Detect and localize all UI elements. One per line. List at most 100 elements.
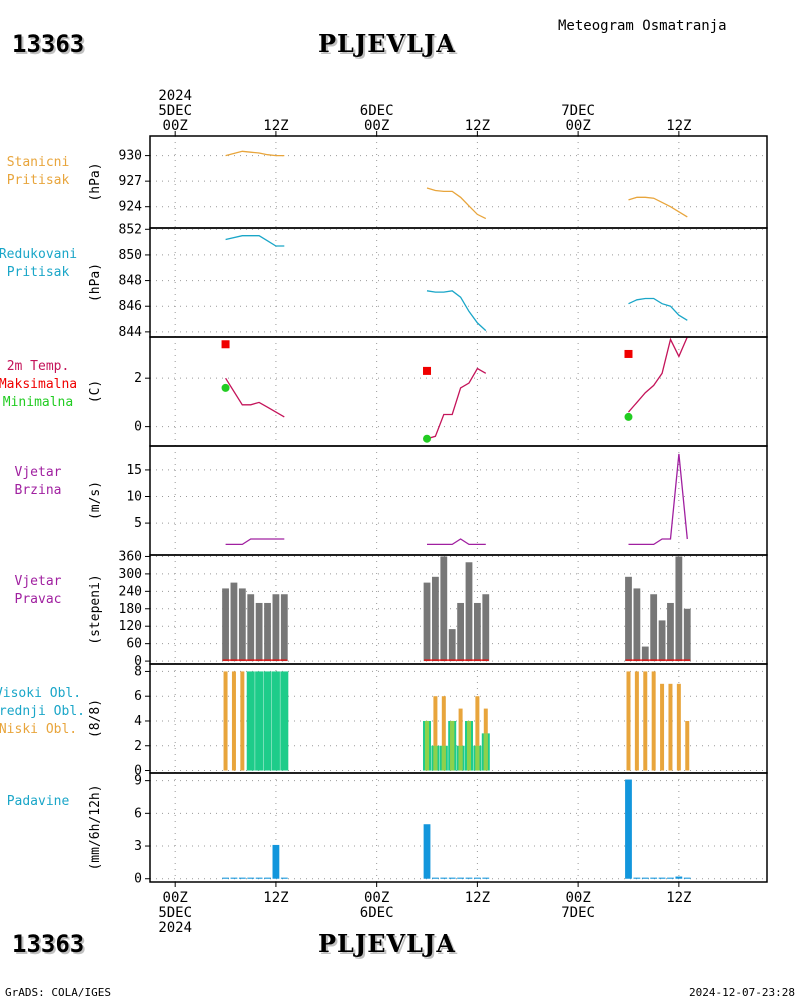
cloud-bar: [280, 671, 289, 771]
cloud_cover-panel: 0 2 4 6 8 (8/8) Visoki Obl. Srednji Obl. Niski O…: [0, 663, 768, 779]
y-tick-label: 10: [126, 490, 142, 505]
time-label-bottom: 2024: [158, 920, 192, 936]
y-tick-label: 300: [119, 567, 142, 582]
station_pressure-line: [426, 187, 487, 220]
cloud-bar: [246, 671, 255, 771]
wind_direction-bar: [448, 629, 456, 662]
time-label-top: 6DEC: [360, 103, 394, 119]
time-label-bottom: 7DEC: [561, 905, 595, 921]
wind_speed-line: [225, 538, 285, 546]
cloud-bar: [223, 671, 228, 771]
wind_speed-panel: 5 10 15 (m/s) Vjetar Brzina: [15, 445, 768, 556]
reduced_pressure-line: [426, 290, 487, 332]
min-temp-marker: [423, 434, 432, 443]
wind_direction-bar: [238, 588, 246, 662]
precipitation-bar: [658, 877, 666, 879]
time-label-bottom: 6DEC: [360, 905, 394, 921]
reduced_pressure-panel: 844 846 848 850 852 (hPa) Redukovani Pritisak: [0, 222, 768, 340]
wind_direction-bar: [222, 588, 229, 662]
panel-frame: [149, 772, 768, 883]
cloud-bar: [240, 671, 245, 771]
station-id: 13363: [12, 30, 84, 58]
y-tick-label: 180: [119, 602, 142, 617]
precipitation-bar: [482, 877, 490, 879]
cloud-bar: [263, 671, 272, 771]
wind_direction-bar: [423, 582, 431, 662]
precipitation-bar: [264, 877, 271, 879]
max-temp-marker: [624, 349, 633, 358]
wind_direction-bar: [633, 588, 641, 662]
wind_direction-bar: [264, 602, 271, 662]
y-tick-label: 5: [134, 516, 142, 531]
cloud-overlap-bar: [475, 745, 480, 771]
precipitation-bar: [465, 877, 473, 879]
panel-label: Redukovani: [0, 247, 77, 262]
y-tick-label: 240: [119, 584, 142, 599]
wind_direction-bar: [247, 594, 255, 662]
cloud-bar: [660, 683, 665, 771]
cloud-bar: [651, 671, 656, 771]
wind_direction-bar: [432, 576, 439, 662]
precipitation-bar: [432, 877, 439, 879]
station-id-bottom-shadow: 13363: [14, 932, 86, 960]
wind_direction-bar: [255, 602, 263, 662]
time-label-bottom: 00Z: [364, 890, 389, 906]
wind_direction-bar: [650, 594, 658, 662]
y-tick-label: 930: [119, 149, 142, 164]
station_pressure-line: [628, 196, 688, 218]
wind_direction-bar: [667, 602, 674, 662]
y-tick-label: 4: [134, 714, 142, 729]
wind_direction-panel: 0 60 120 180 240 300 360 (stepeni) Vjetar Pravac: [15, 549, 768, 669]
panel-label: Minimalna: [3, 395, 73, 410]
precipitation-bar: [473, 877, 481, 879]
precipitation-panel: 0 3 6 9 (mm/6h/12h) Padavine: [7, 772, 768, 887]
y-tick-label: 15: [126, 463, 142, 478]
station-id-shadow: 13363: [14, 32, 86, 60]
footer-timestamp: 2024-12-07-23:28: [689, 986, 795, 999]
precipitation-bar: [247, 877, 255, 879]
chart-title: Meteogram Osmatranja: [558, 18, 727, 34]
y-tick-label: 60: [126, 637, 142, 652]
precipitation-bar: [457, 877, 464, 879]
y-tick-label: 927: [119, 174, 142, 189]
cloud-bar: [231, 671, 236, 771]
time-label-top: 12Z: [263, 118, 288, 134]
y-tick-label: 924: [119, 200, 143, 215]
wind_direction-bar: [482, 594, 490, 662]
y-tick-label: 2: [134, 371, 142, 386]
panel-frame: [149, 336, 768, 447]
cloud-bar: [255, 671, 264, 771]
cloud-bar: [458, 708, 463, 771]
precipitation-bar: [440, 877, 448, 879]
cloud-bar: [433, 696, 438, 771]
wind_direction-bar: [272, 594, 280, 662]
precipitation-bar: [625, 779, 632, 879]
temperature-panel: 0 2 (C) 2m Temp. Maksimalna Minimalna: [0, 336, 768, 447]
cloud-bar: [475, 696, 480, 771]
temperature-line: [426, 367, 487, 440]
y-tick-label: 848: [119, 274, 142, 289]
panel-label: Vjetar: [15, 465, 62, 480]
wind_direction-bar: [457, 602, 464, 662]
time-label-bottom: 12Z: [666, 890, 691, 906]
wind_speed-line: [427, 538, 486, 546]
station_pressure-line: [225, 150, 285, 157]
wind_direction-bar: [641, 646, 649, 662]
y-tick-label: 0: [134, 764, 142, 779]
cloud-overlap-bar: [450, 720, 455, 771]
cloud-bar: [676, 683, 681, 771]
y-axis-label: (8/8): [88, 699, 103, 738]
footer-credit: GrADS: COLA/IGES: [5, 986, 111, 999]
max-temp-marker: [423, 366, 432, 375]
cloud-bar: [626, 671, 631, 771]
wind_direction-bar: [625, 576, 632, 662]
y-tick-label: 8: [134, 664, 142, 679]
cloud-bar: [271, 671, 280, 771]
y-tick-label: 0: [134, 420, 142, 435]
y-tick-label: 852: [119, 222, 142, 237]
cloud-bar: [643, 671, 648, 771]
cloud-overlap-bar: [425, 720, 430, 771]
wind_direction-bar: [658, 620, 666, 662]
cloud-bar: [634, 671, 639, 771]
